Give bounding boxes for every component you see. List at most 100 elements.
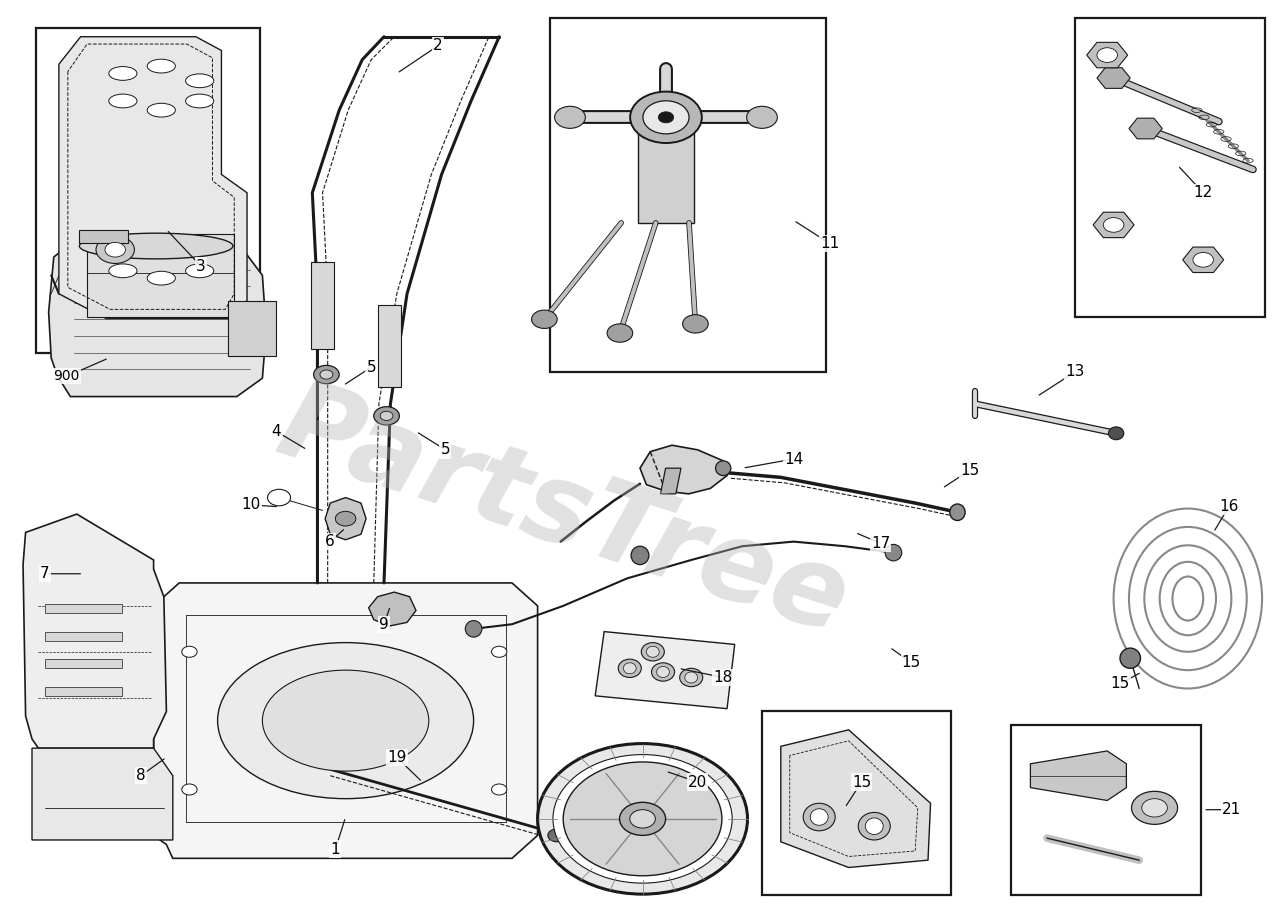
Text: 18: 18 [713,670,733,685]
Bar [87,234,234,317]
Circle shape [1193,252,1213,267]
Bar [762,711,951,895]
Text: 15: 15 [901,655,922,670]
Circle shape [492,646,507,657]
Text: 4: 4 [271,424,282,439]
Polygon shape [59,37,247,319]
Ellipse shape [858,812,891,840]
Text: 2: 2 [433,39,443,53]
Ellipse shape [646,646,659,657]
Ellipse shape [109,264,137,278]
Bar [378,305,401,387]
Ellipse shape [109,67,137,81]
Polygon shape [781,730,931,868]
Bar [1011,725,1201,895]
Circle shape [96,236,134,263]
Text: 10: 10 [241,498,261,512]
Ellipse shape [680,668,703,687]
Circle shape [105,242,125,257]
Ellipse shape [657,666,669,677]
Ellipse shape [716,461,731,476]
Ellipse shape [218,643,474,799]
Ellipse shape [1108,427,1124,440]
Bar [1075,18,1265,317]
Text: 15: 15 [851,775,872,789]
Circle shape [380,411,393,420]
Bar [36,28,260,353]
Circle shape [554,106,585,129]
Bar [45,604,122,613]
Text: 7: 7 [40,566,50,581]
Polygon shape [154,583,538,858]
Bar [45,659,122,668]
Text: 5: 5 [366,360,376,375]
Ellipse shape [147,272,175,285]
Circle shape [1132,791,1178,824]
Polygon shape [32,748,173,840]
Circle shape [1103,218,1124,232]
Text: 13: 13 [1065,364,1085,379]
Bar [45,687,122,696]
Text: 11: 11 [819,236,840,251]
Circle shape [630,810,655,828]
Bar [311,262,334,349]
Circle shape [335,511,356,526]
Ellipse shape [810,809,828,825]
Circle shape [492,784,507,795]
Circle shape [531,310,557,329]
Polygon shape [640,445,727,494]
Bar [228,301,276,356]
Text: 19: 19 [387,750,407,765]
Polygon shape [369,592,416,626]
Text: 12: 12 [1193,185,1213,200]
Ellipse shape [147,104,175,117]
Circle shape [314,365,339,384]
Text: 15: 15 [960,463,980,477]
Ellipse shape [950,504,965,521]
Polygon shape [325,498,366,540]
Circle shape [630,92,701,143]
Text: 9: 9 [379,617,389,632]
Circle shape [563,762,722,876]
Text: 8: 8 [136,768,146,783]
Circle shape [658,112,673,123]
Ellipse shape [641,643,664,661]
Text: PartsTree: PartsTree [265,372,861,656]
Ellipse shape [79,233,233,259]
Polygon shape [49,239,266,397]
Ellipse shape [1120,648,1140,668]
Bar [79,230,128,243]
Circle shape [374,407,399,425]
Bar [45,632,122,641]
Circle shape [553,755,732,883]
Ellipse shape [186,264,214,278]
Circle shape [548,829,566,842]
Polygon shape [23,514,166,748]
Text: 6: 6 [325,534,335,549]
Circle shape [643,101,689,134]
Text: 17: 17 [870,536,891,551]
Bar [637,118,694,223]
Ellipse shape [186,95,214,108]
Circle shape [182,784,197,795]
Ellipse shape [262,670,429,771]
Ellipse shape [618,659,641,677]
Bar [550,18,826,372]
Ellipse shape [886,544,902,561]
Text: 3: 3 [196,259,206,274]
Text: 900: 900 [54,369,79,384]
Text: 5: 5 [440,442,451,457]
Polygon shape [1030,751,1126,800]
Circle shape [620,802,666,835]
Ellipse shape [631,546,649,565]
Circle shape [538,744,748,894]
Text: 16: 16 [1219,499,1239,514]
Circle shape [182,646,197,657]
Circle shape [1097,48,1117,62]
Circle shape [682,315,708,333]
Circle shape [320,370,333,379]
Circle shape [607,324,632,342]
Ellipse shape [147,59,175,73]
Ellipse shape [109,95,137,108]
Text: 1: 1 [330,842,340,856]
